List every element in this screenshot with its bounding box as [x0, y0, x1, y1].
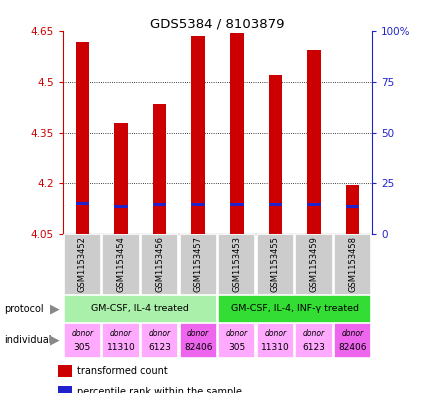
Bar: [76, 202, 89, 205]
Bar: [295, 234, 332, 295]
Text: GSM1153453: GSM1153453: [232, 236, 241, 292]
Text: donor: donor: [264, 329, 286, 338]
Bar: [114, 123, 128, 234]
Bar: [345, 185, 358, 234]
Bar: [102, 323, 139, 358]
Text: individual: individual: [4, 335, 52, 345]
Bar: [141, 234, 178, 295]
Text: 6123: 6123: [302, 343, 325, 353]
Text: percentile rank within the sample: percentile rank within the sample: [76, 387, 241, 393]
Text: donor: donor: [302, 329, 324, 338]
Title: GDS5384 / 8103879: GDS5384 / 8103879: [150, 17, 284, 30]
Bar: [333, 234, 370, 295]
Text: protocol: protocol: [4, 304, 44, 314]
Bar: [268, 204, 282, 206]
Text: ▶: ▶: [50, 334, 59, 347]
Bar: [152, 204, 166, 206]
Text: 82406: 82406: [338, 343, 366, 353]
Bar: [64, 295, 216, 323]
Bar: [230, 33, 243, 234]
Text: donor: donor: [187, 329, 209, 338]
Text: donor: donor: [341, 329, 363, 338]
Bar: [64, 234, 101, 295]
Bar: [57, 365, 72, 377]
Bar: [333, 323, 370, 358]
Text: 6123: 6123: [148, 343, 171, 353]
Bar: [152, 104, 166, 234]
Bar: [295, 323, 332, 358]
Bar: [268, 75, 282, 234]
Text: 11310: 11310: [260, 343, 289, 353]
Text: ▶: ▶: [50, 302, 59, 316]
Text: 305: 305: [74, 343, 91, 353]
Bar: [191, 204, 204, 206]
Bar: [76, 42, 89, 234]
Bar: [114, 205, 128, 208]
Bar: [141, 323, 178, 358]
Text: GSM1153458: GSM1153458: [347, 236, 356, 292]
Bar: [230, 204, 243, 206]
Text: GSM1153457: GSM1153457: [193, 236, 202, 292]
Bar: [256, 323, 293, 358]
Text: donor: donor: [71, 329, 93, 338]
Text: GSM1153455: GSM1153455: [270, 236, 279, 292]
Bar: [345, 205, 358, 208]
Text: donor: donor: [110, 329, 132, 338]
Text: 11310: 11310: [106, 343, 135, 353]
Text: transformed count: transformed count: [76, 366, 167, 376]
Bar: [179, 323, 216, 358]
Text: GM-CSF, IL-4 treated: GM-CSF, IL-4 treated: [91, 305, 189, 313]
Bar: [191, 37, 204, 234]
Text: GM-CSF, IL-4, INF-γ treated: GM-CSF, IL-4, INF-γ treated: [230, 305, 358, 313]
Text: GSM1153456: GSM1153456: [155, 236, 164, 292]
Bar: [218, 323, 255, 358]
Bar: [57, 386, 72, 393]
Text: 305: 305: [228, 343, 245, 353]
Bar: [102, 234, 139, 295]
Bar: [306, 204, 320, 206]
Text: GSM1153454: GSM1153454: [116, 236, 125, 292]
Text: 82406: 82406: [184, 343, 212, 353]
Text: donor: donor: [225, 329, 247, 338]
Text: GSM1153452: GSM1153452: [78, 236, 87, 292]
Bar: [64, 323, 101, 358]
Bar: [256, 234, 293, 295]
Bar: [218, 295, 370, 323]
Text: GSM1153459: GSM1153459: [309, 236, 318, 292]
Text: donor: donor: [148, 329, 170, 338]
Bar: [218, 234, 255, 295]
Bar: [179, 234, 216, 295]
Bar: [306, 50, 320, 234]
